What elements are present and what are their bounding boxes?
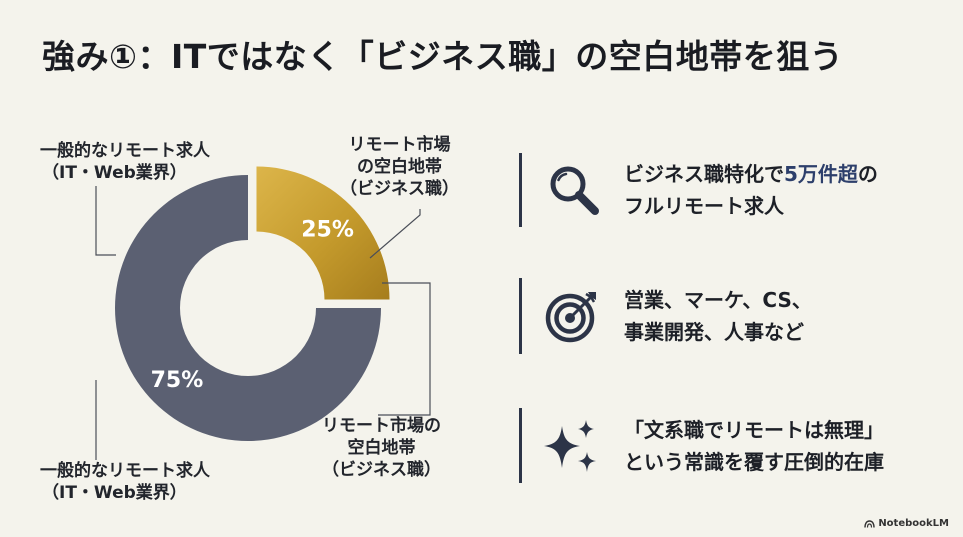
callout-label-whitespace-bottom: リモート市場の 空白地帯 （ビジネス職）: [322, 416, 441, 480]
feature-text-2: 営業、マーケ、CS、 事業開発、人事など: [624, 288, 812, 344]
donut-slice-1: [115, 175, 381, 441]
callout-label-whitespace-top: リモート市場 の空白地帯 （ビジネス職）: [340, 135, 459, 199]
brand-watermark: NotebookLM: [864, 518, 949, 529]
leader-line-bottom-right: [378, 282, 431, 416]
callout-label-general-top: 一般的なリモート求人 （IT・Web業界）: [40, 141, 210, 183]
feature-divider-1: [519, 153, 522, 227]
feature-divider-3: [519, 408, 522, 483]
feature-text-1: ビジネス職特化で5万件超の フルリモート求人: [624, 162, 878, 218]
feature-text-3: 「文系職でリモートは無理」 という常識を覆す圧倒的在庫: [624, 418, 884, 474]
magnifier-icon: [550, 166, 599, 215]
sparkle-icon: [544, 420, 596, 472]
notebooklm-logo-icon: [864, 519, 876, 528]
donut-slice-0: [256, 166, 390, 300]
leader-line-top-left: [95, 186, 116, 256]
donut-value-label-1: 75%: [151, 368, 204, 393]
donut-value-label-0: 25%: [301, 217, 354, 242]
leader-line-top-right: [369, 209, 421, 259]
page-title: 強み①：ITではなく「ビジネス職」の空白地帯を狙う: [42, 37, 844, 76]
callout-label-general-bottom: 一般的なリモート求人 （IT・Web業界）: [40, 461, 210, 503]
target-icon: [545, 292, 596, 343]
feature-divider-2: [519, 278, 522, 354]
